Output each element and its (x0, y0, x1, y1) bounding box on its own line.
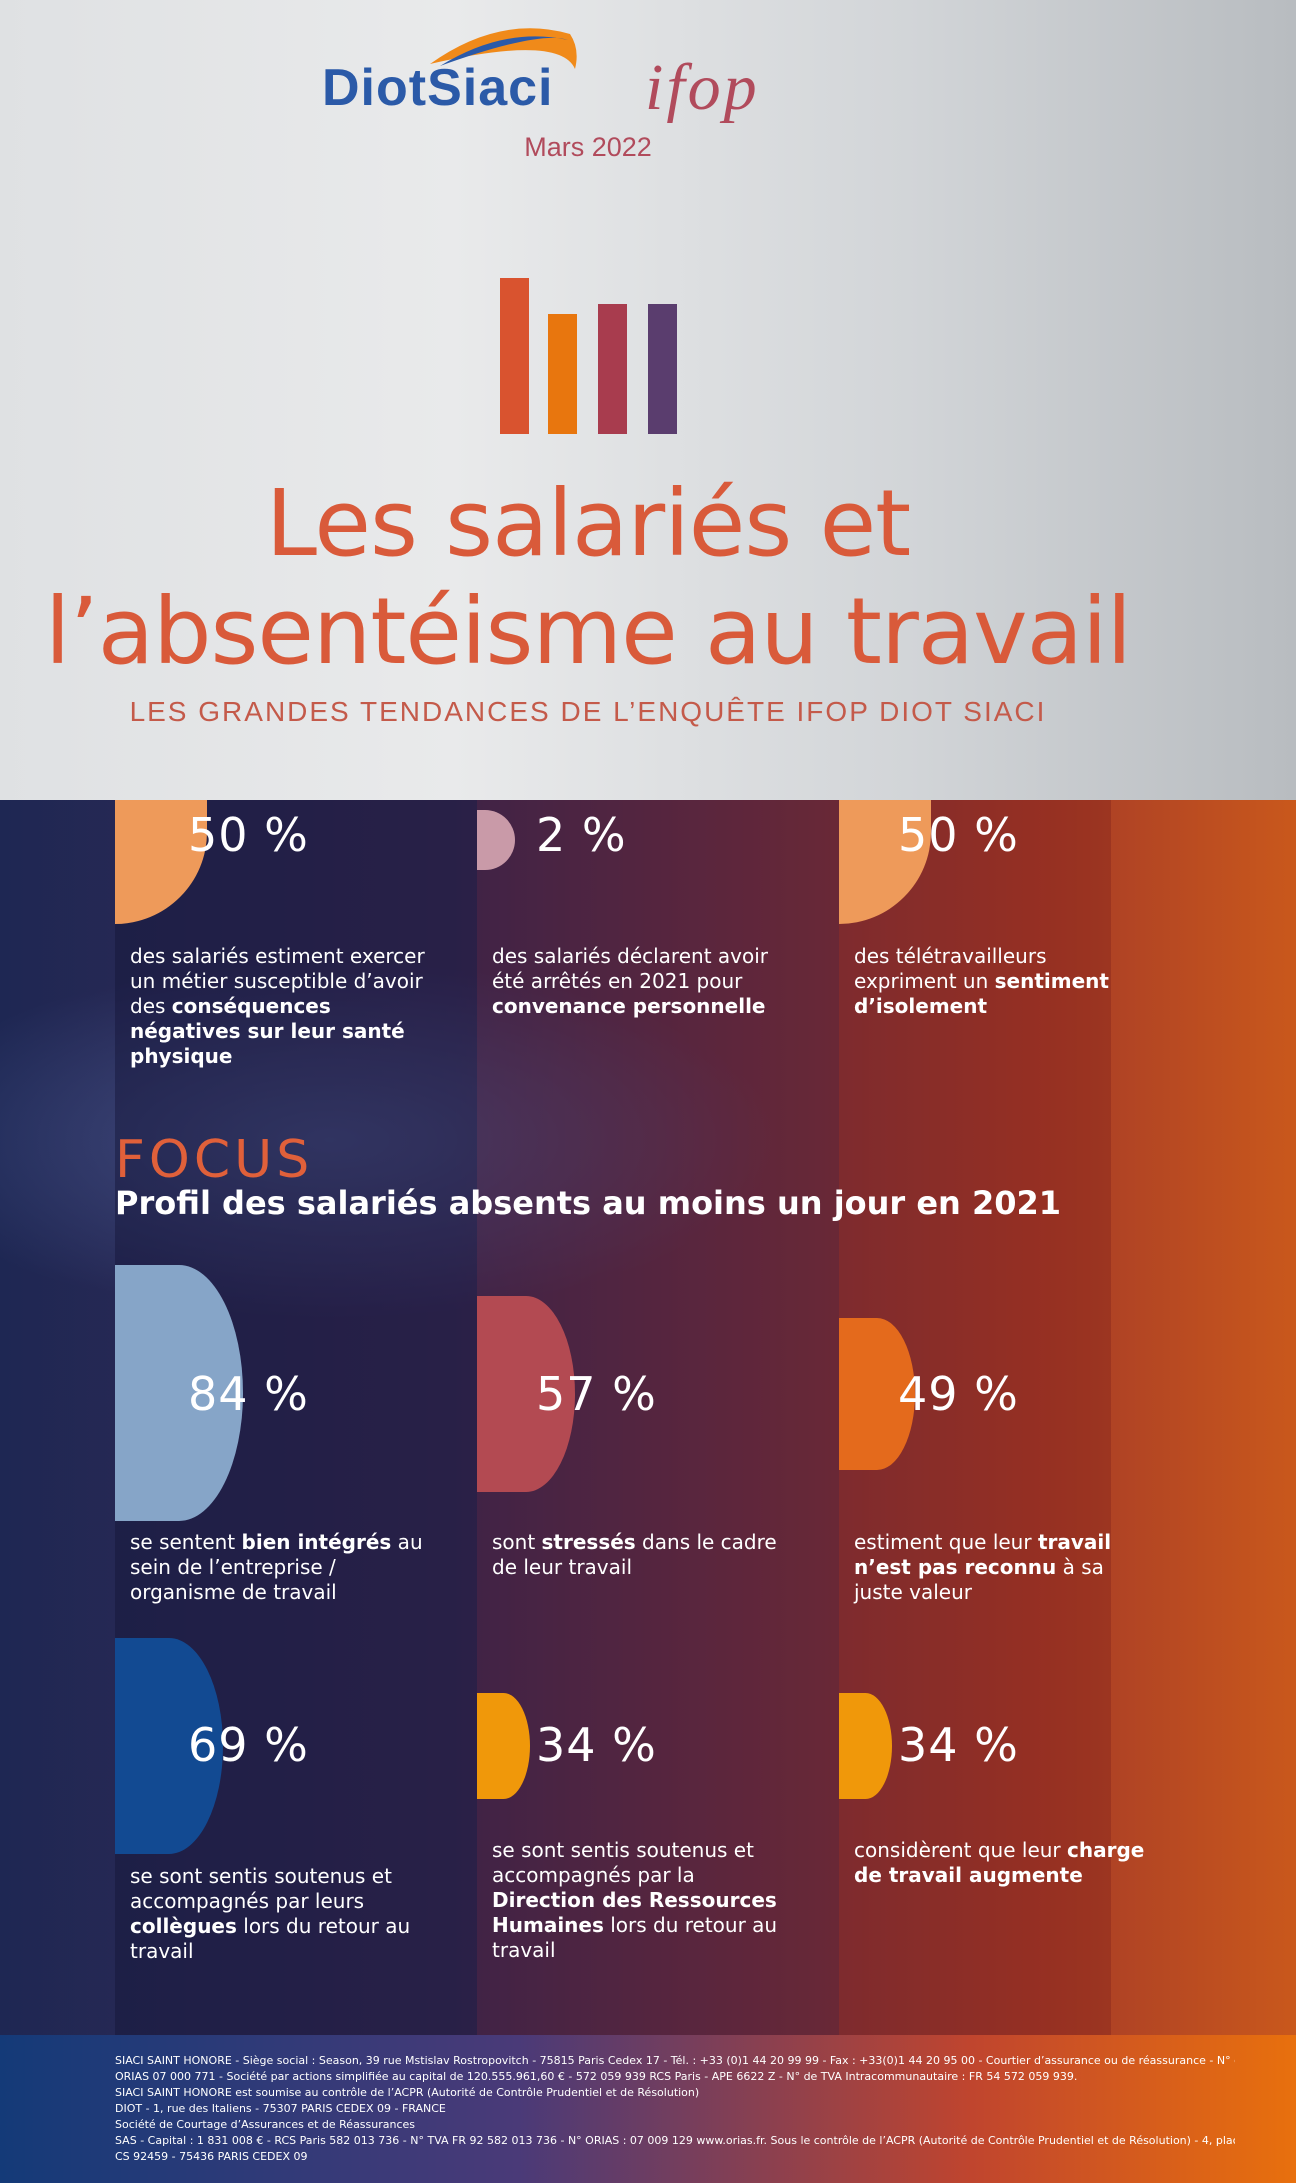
ifop-logo: ifop (645, 51, 760, 124)
focus-stat-value-2: 57 % (536, 1367, 657, 1421)
background-glow (0, 960, 780, 1320)
footer-line: CS 92459 - 75436 PARIS CEDEX 09 (115, 2150, 308, 2163)
focus-label: FOCUS (115, 1130, 314, 1190)
desc-emphasis: sentiment d’isolement (854, 969, 1109, 1018)
footer: SIACI SAINT HONORE - Siège social : Seas… (0, 2035, 1296, 2183)
page-subtitle: LES GRANDES TENDANCES DE L’ENQUÊTE IFOP … (129, 696, 1047, 727)
desc-emphasis: bien intégrés (241, 1530, 392, 1554)
top-stat-value-2: 2 % (536, 808, 627, 862)
top-stat-desc-3: des télétravailleurs expriment un sentim… (854, 944, 1109, 1018)
top-stat-desc-2: des salariés déclarent avoir été arrêtés… (492, 944, 769, 1018)
focus-stat-desc-1: se sentent bien intégrés au sein de l’en… (130, 1530, 423, 1604)
footer-line: ORIAS 07 000 771 - Société par actions s… (115, 2070, 1078, 2083)
page-title-line-1: Les salariés et (265, 470, 912, 577)
diot-siaci-logo: DiotSiaci (322, 59, 554, 117)
desc-emphasis: travail n’est pas reconnu (854, 1530, 1112, 1579)
diot-siaci-arc-logo-mark (430, 28, 577, 69)
bars-graphic (500, 278, 680, 434)
top-stat-value-1: 50 % (188, 808, 309, 862)
focus-stat-desc-6: considèrent que leur charge de travail a… (854, 1838, 1145, 1887)
half-circle-34-drh (477, 1693, 530, 1799)
bar-graphic-2 (548, 314, 577, 434)
desc-emphasis: collègues (130, 1914, 237, 1938)
focus-stat-value-6: 34 % (898, 1718, 1019, 1772)
bar-graphic-1 (500, 278, 529, 434)
focus-stat-value-3: 49 % (898, 1367, 1019, 1421)
footer-line: SIACI SAINT HONORE - Siège social : Seas… (115, 2054, 1235, 2067)
desc-emphasis: conséquences négatives sur leur santé ph… (130, 994, 405, 1068)
footer-legal-text: SIACI SAINT HONORE - Siège social : Seas… (115, 2053, 1235, 2165)
top-stat-desc-1: des salariés estiment exercer un métier … (130, 944, 425, 1068)
focus-stat-desc-3: estiment que leur travail n’est pas reco… (854, 1530, 1112, 1604)
footer-line: SAS - Capital : 1 831 008 € - RCS Paris … (115, 2134, 1235, 2147)
page-title: Les salariés et l’absentéisme au travail (0, 470, 1176, 686)
bar-graphic-3 (598, 304, 627, 434)
desc-emphasis: charge de travail augmente (854, 1838, 1145, 1887)
top-stat-value-3: 50 % (898, 808, 1019, 862)
focus-stat-value-5: 34 % (536, 1718, 657, 1772)
desc-emphasis: convenance personnelle (492, 994, 766, 1018)
bar-graphic-4 (648, 304, 677, 434)
focus-stat-desc-5: se sont sentis soutenus et accompagnés p… (492, 1838, 778, 1962)
focus-stat-desc-4: se sont sentis soutenus et accompagnés p… (130, 1864, 411, 1963)
half-circle-49 (839, 1318, 915, 1470)
focus-subtitle: Profil des salariés absents au moins un … (115, 1184, 1062, 1222)
focus-stat-desc-2: sont stressés dans le cadre de leur trav… (492, 1530, 777, 1579)
focus-stat-value-1: 84 % (188, 1367, 309, 1421)
footer-line: Société de Courtage d’Assurances et de R… (115, 2118, 416, 2131)
footer-line: SIACI SAINT HONORE est soumise au contrô… (115, 2086, 700, 2099)
footer-line: DIOT - 1, rue des Italiens - 75307 PARIS… (115, 2102, 446, 2115)
desc-emphasis: stressés (541, 1530, 636, 1554)
half-circle-69 (115, 1638, 223, 1854)
publication-date: Mars 2022 (524, 132, 652, 162)
focus-stat-value-4: 69 % (188, 1718, 309, 1772)
half-circle-57 (477, 1296, 575, 1492)
header: DiotSiaci ifop Mars 2022 Les salariés et… (0, 0, 1296, 800)
half-circle-34-charge (839, 1693, 892, 1799)
desc-emphasis: Direction des Ressources Humaines (492, 1888, 777, 1937)
page-title-line-2: l’absentéisme au travail (44, 578, 1132, 685)
half-circle-84 (115, 1265, 243, 1521)
